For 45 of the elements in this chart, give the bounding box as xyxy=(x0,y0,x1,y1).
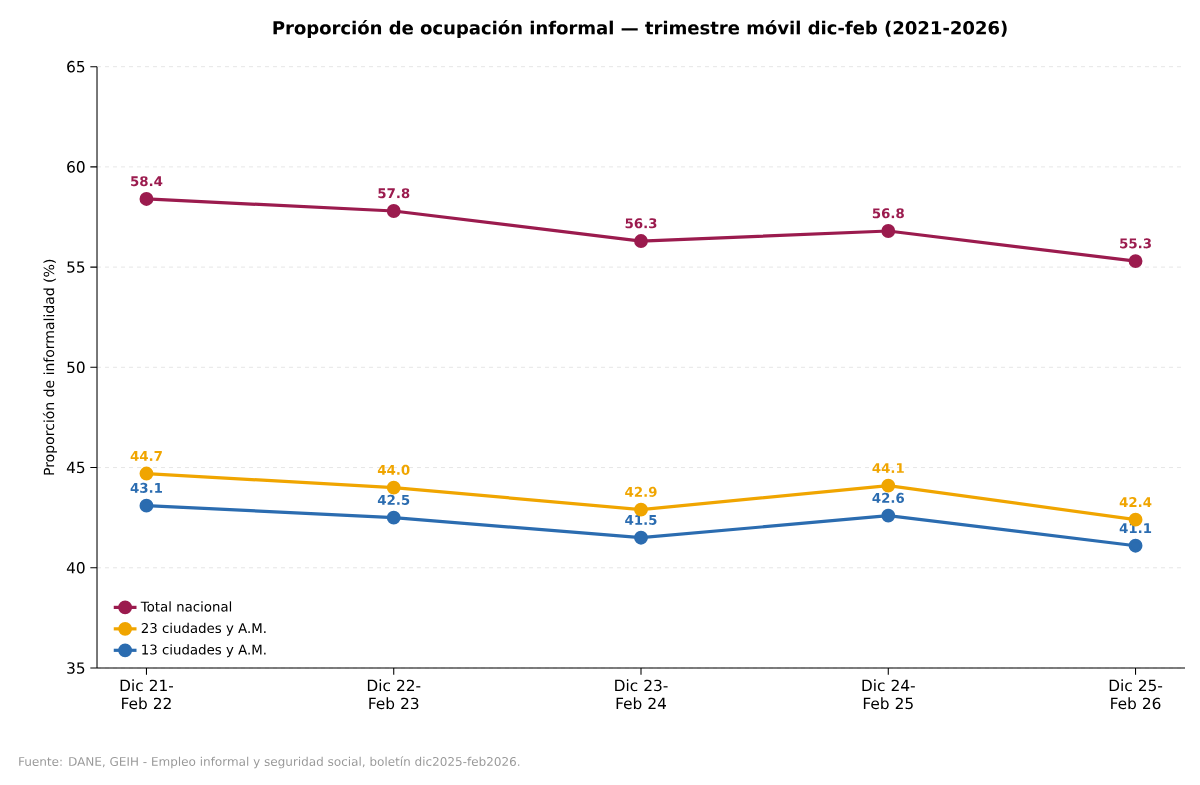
data-label: 44.0 xyxy=(377,464,410,475)
point xyxy=(634,234,648,248)
data-label: 44.7 xyxy=(130,451,162,461)
data-label: 42.6 xyxy=(872,492,905,503)
data-label: 56.3 xyxy=(625,218,657,229)
data-label: 56.8 xyxy=(872,208,904,219)
point xyxy=(881,478,896,493)
x-tick-label: Dic 21- Feb 22 xyxy=(120,679,174,710)
data-label: 58.4 xyxy=(131,176,163,187)
x-tick-label: Dic 25- Feb 26 xyxy=(1109,679,1163,710)
point xyxy=(386,510,401,525)
y-tick-label: 35 xyxy=(67,662,85,674)
point xyxy=(1128,538,1143,553)
y-tick-label: 40 xyxy=(66,561,85,574)
legend-label: 13 ciudades y A.M. xyxy=(142,644,266,658)
chart-title: Proporción de ocupación informal — trimestre móvil dic-feb (2021-2026) xyxy=(273,19,1007,39)
point xyxy=(881,508,896,523)
y-tick-label: 50 xyxy=(67,361,85,374)
data-label: 41.5 xyxy=(625,515,657,525)
point xyxy=(386,204,401,218)
point xyxy=(881,224,896,238)
y-tick-label: 55 xyxy=(67,261,85,273)
data-label: 44.1 xyxy=(872,463,904,473)
point xyxy=(386,480,401,495)
x-tick-label: Dic 23- Feb 24 xyxy=(615,679,668,710)
point xyxy=(634,530,648,545)
point xyxy=(139,498,154,513)
point xyxy=(139,466,154,481)
point xyxy=(139,192,154,206)
data-label: 42.5 xyxy=(377,494,410,505)
y-tick-label: 45 xyxy=(66,461,85,474)
data-label: 57.8 xyxy=(378,188,410,199)
data-label: 43.1 xyxy=(130,482,162,493)
source-note: Fuente: DANE, GEIH - Empleo informal y seguridad social, boletín dic2025-feb2026. xyxy=(19,756,520,769)
data-label: 42.4 xyxy=(1119,497,1152,507)
y-axis-title: Proporción de informalidad (%) xyxy=(42,259,57,475)
data-label: 55.3 xyxy=(1120,238,1151,249)
data-label: 42.9 xyxy=(625,486,657,497)
point xyxy=(1128,254,1143,269)
legend-label: 23 ciudades y A.M. xyxy=(141,622,266,636)
y-tick-label: 60 xyxy=(67,161,85,173)
x-tick-label: Dic 22- Feb 23 xyxy=(367,679,421,710)
y-tick-label: 65 xyxy=(67,60,85,73)
x-tick-label: Dic 24- Feb 25 xyxy=(862,679,915,710)
legend-label: Total nacional xyxy=(140,601,232,612)
